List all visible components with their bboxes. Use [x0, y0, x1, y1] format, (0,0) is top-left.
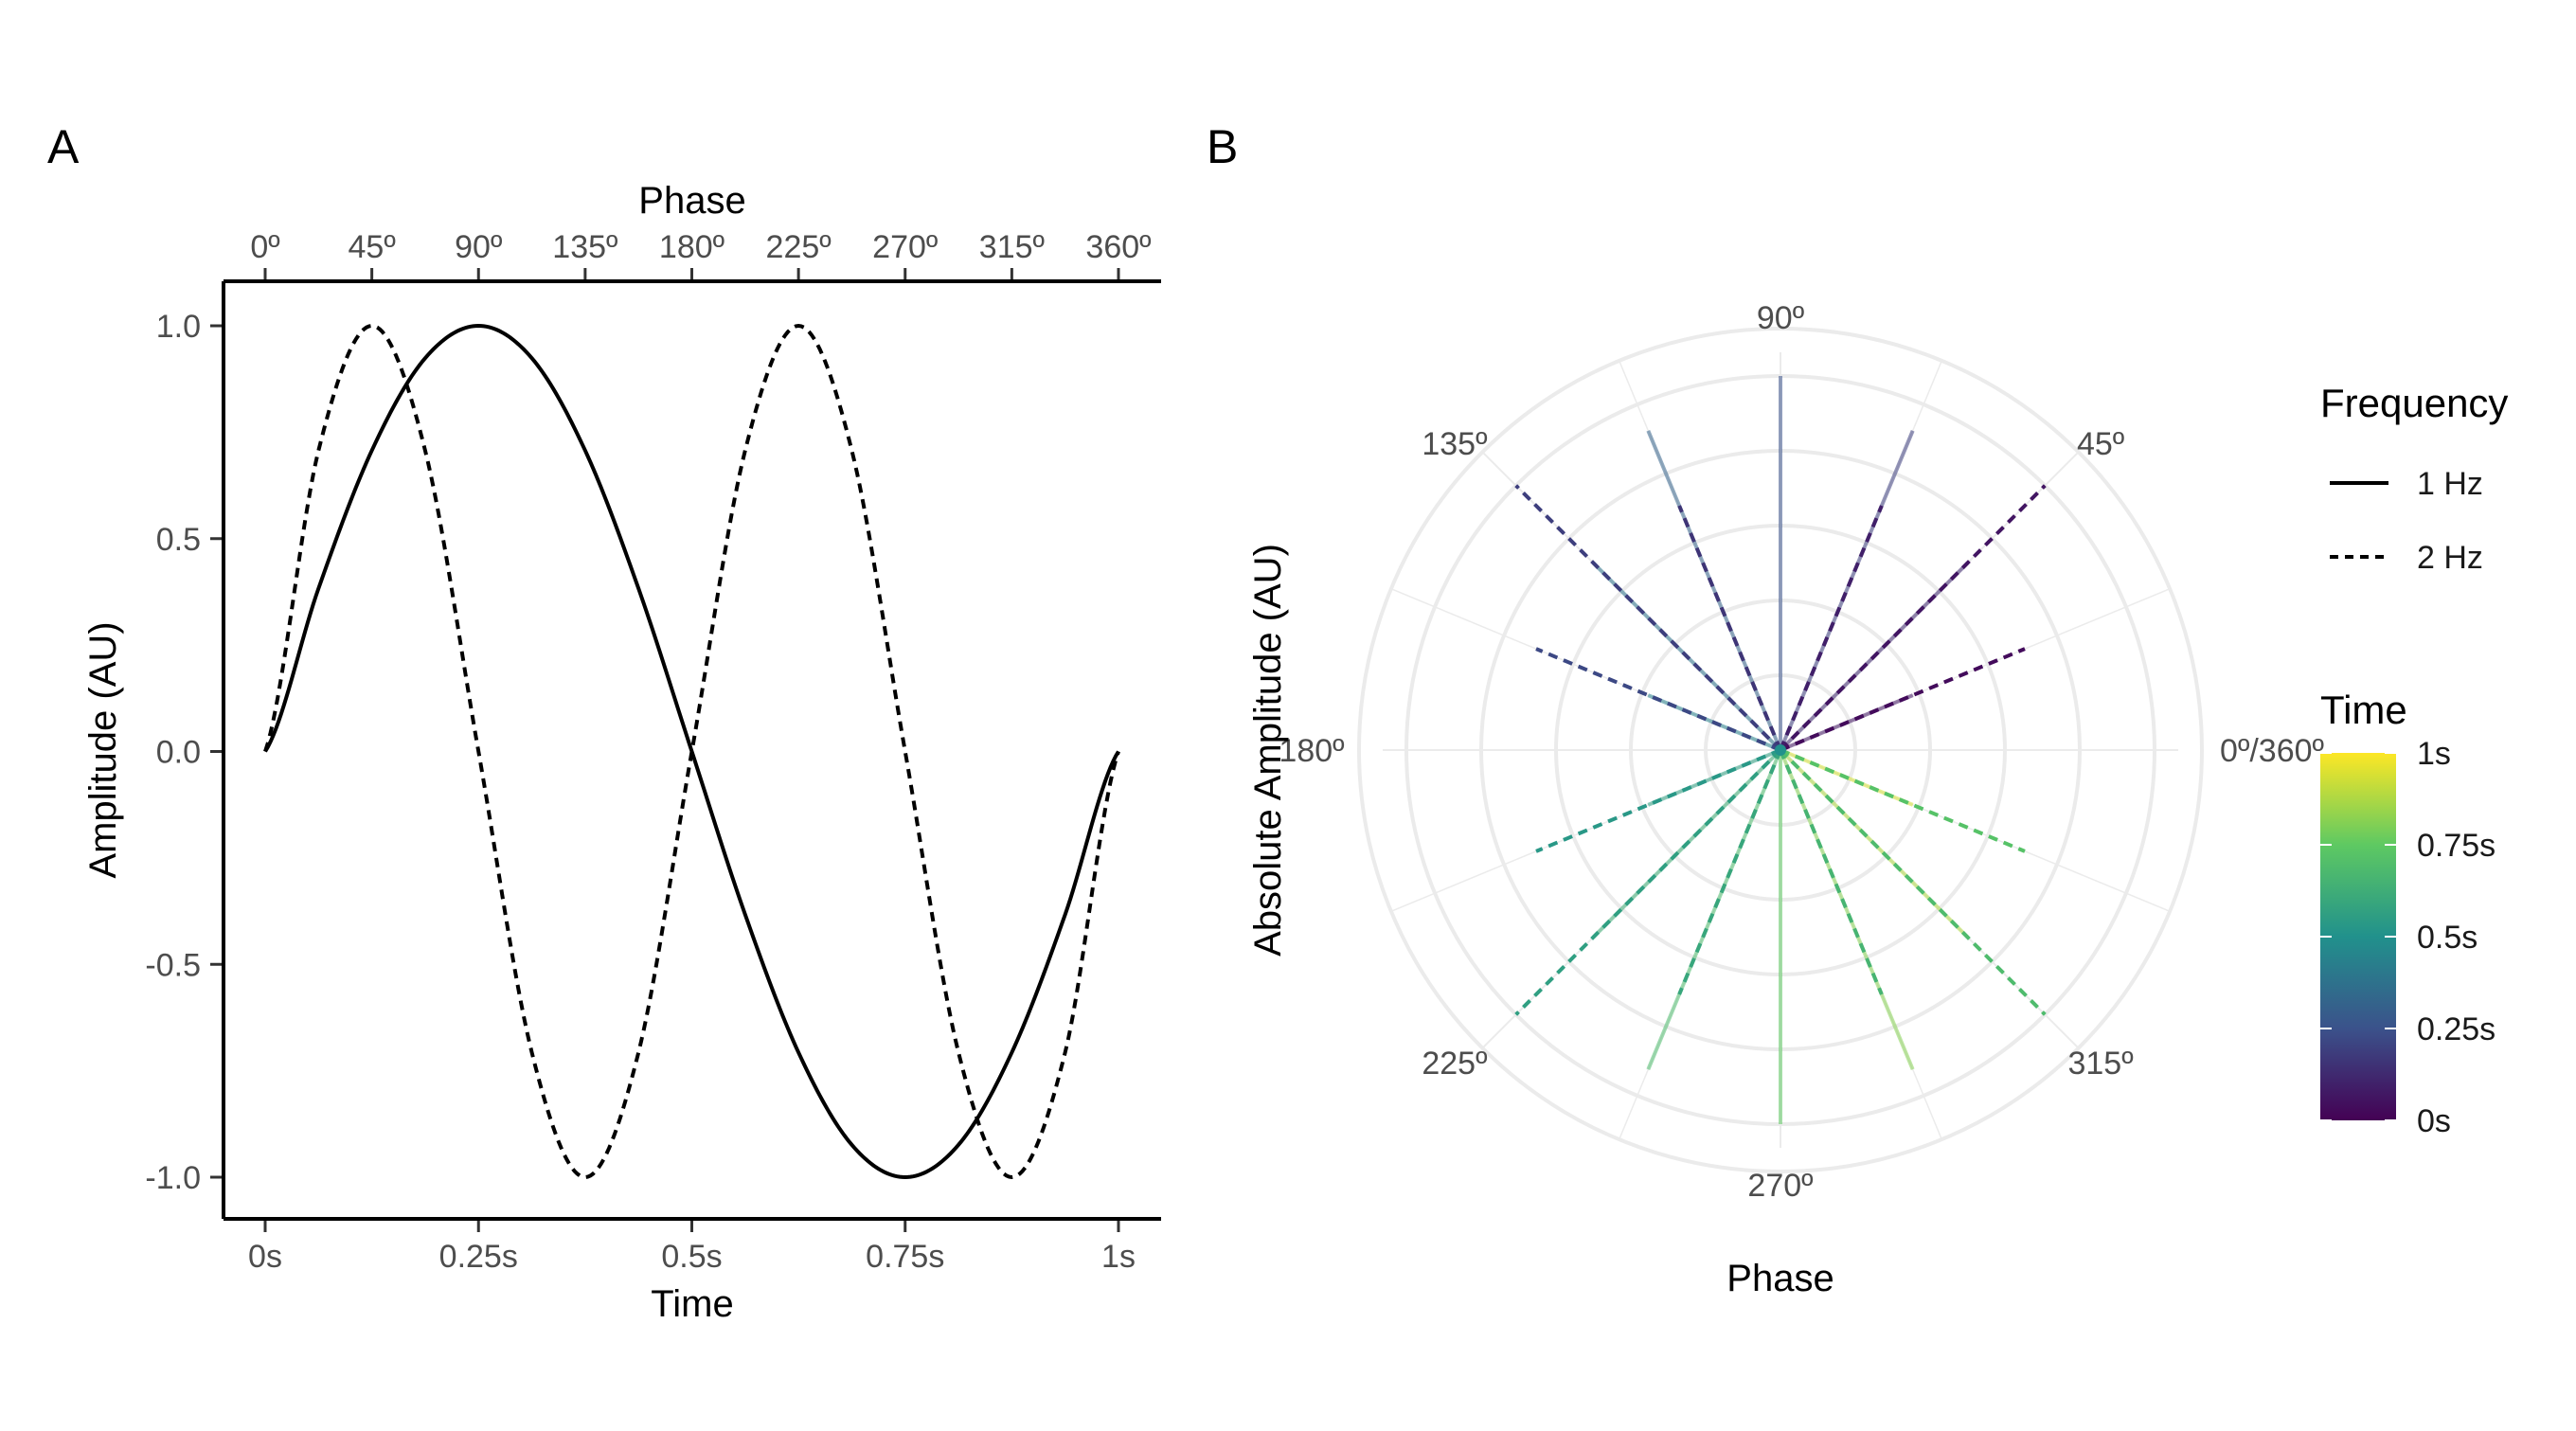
polar-spoke-2hz: [1779, 748, 2047, 1016]
polar-spoke-2hz: [1535, 748, 1781, 853]
colorbar-label: 0.75s: [2417, 828, 2496, 864]
polar-spoke-2hz: [1514, 484, 1782, 752]
panel-a-x-axis-title: Time: [651, 1283, 733, 1325]
phase-tick-label: 360º: [1085, 229, 1151, 265]
panel-a-x-ticks: 0s 0.25s 0.5s 0.75s 1s: [248, 1219, 1136, 1275]
x-tick-label: 0.5s: [661, 1239, 722, 1275]
phase-tick-label: 225º: [766, 229, 832, 265]
panel-a-y-ticks: 1.0 0.5 0.0 -0.5 -1.0: [145, 309, 224, 1196]
colorbar-label: 0.5s: [2417, 920, 2478, 956]
colorbar-label: 0.25s: [2417, 1011, 2496, 1047]
time-colorbar: [2320, 753, 2396, 1120]
phase-tick-label: 270º: [872, 229, 938, 265]
polar-spoke-2hz: [1677, 505, 1782, 751]
colorbar-label: 0s: [2417, 1103, 2451, 1139]
panel-b-label: B: [1207, 120, 1238, 173]
panel-b-x-axis-title: Phase: [1726, 1258, 1834, 1299]
polar-center-point: [1775, 744, 1786, 756]
series-line-1hz: [263, 323, 1120, 1180]
series-line-2hz: [263, 323, 1120, 1180]
polar-outer-circle: [1357, 327, 2204, 1173]
x-tick-label: 0.25s: [439, 1239, 518, 1275]
y-tick-label: 1.0: [156, 309, 201, 345]
y-tick-label: -1.0: [145, 1160, 201, 1196]
panel-b-angle-labels: 0º/360º 45º 90º 135º 180º 225º 270º 315º: [1279, 300, 2324, 1204]
panel-b-spokes: [1514, 376, 2047, 1124]
phase-tick-label: 135º: [552, 229, 617, 265]
panel-a-top-ticks: 0º 45º 90º 135º 180º 225º 270º 315º 360º: [250, 229, 1152, 281]
legend: Frequency 1 Hz 2 Hz Time 1s 0.75s 0.5s 0.25…: [2320, 381, 2508, 1139]
x-tick-label: 0s: [248, 1239, 282, 1275]
phase-tick-label: 180º: [659, 229, 724, 265]
y-tick-label: -0.5: [145, 947, 201, 983]
polar-angle-label: 135º: [1422, 426, 1487, 462]
legend-time-title: Time: [2320, 688, 2407, 732]
colorbar-label: 1s: [2417, 736, 2451, 772]
polar-spoke-2hz: [1780, 647, 2026, 752]
phase-tick-label: 90º: [455, 229, 502, 265]
polar-spoke-2hz: [1535, 647, 1781, 752]
phase-tick-label: 0º: [250, 229, 279, 265]
polar-angle-label: 90º: [1757, 300, 1804, 336]
panel-a-y-axis-title: Amplitude (AU): [82, 621, 124, 878]
polar-angle-label: 45º: [2077, 426, 2124, 462]
polar-angle-label: 315º: [2067, 1046, 2133, 1082]
polar-angle-label: 0º/360º: [2220, 733, 2324, 769]
polar-angle-label: 180º: [1279, 733, 1344, 769]
x-tick-label: 0.75s: [866, 1239, 944, 1275]
legend-frequency-title: Frequency: [2320, 381, 2508, 425]
polar-angle-label: 270º: [1747, 1168, 1813, 1204]
polar-spoke-2hz: [1780, 748, 2026, 853]
y-tick-label: 0.0: [156, 735, 201, 771]
panel-a-label: A: [47, 120, 80, 173]
x-tick-label: 1s: [1101, 1239, 1136, 1275]
polar-spoke-2hz: [1779, 484, 2047, 752]
polar-spoke-2hz: [1779, 749, 1884, 995]
phase-tick-label: 45º: [349, 229, 396, 265]
panel-b: B 0º/360º 45º 90º 135º 180º 225º 270º 315º Phas…: [1207, 120, 2324, 1299]
polar-spoke-2hz: [1514, 748, 1782, 1016]
panel-a: A Phase 0º 45º 90º 135º 180º 225º 270º 315º 360º…: [47, 120, 1161, 1325]
panel-a-top-axis-title: Phase: [638, 180, 745, 222]
phase-tick-label: 315º: [979, 229, 1045, 265]
polar-spoke-2hz: [1779, 505, 1884, 751]
legend-item-1hz: 1 Hz: [2417, 466, 2483, 502]
panel-a-lines: [263, 323, 1120, 1180]
time-colorbar-ticks: 1s 0.75s 0.5s 0.25s 0s: [2320, 736, 2496, 1139]
polar-angle-label: 225º: [1422, 1046, 1487, 1082]
y-tick-label: 0.5: [156, 522, 201, 558]
polar-spoke-2hz: [1677, 749, 1782, 995]
panel-b-y-axis-title: Absolute Amplitude (AU): [1247, 544, 1289, 957]
legend-item-2hz: 2 Hz: [2417, 540, 2483, 576]
